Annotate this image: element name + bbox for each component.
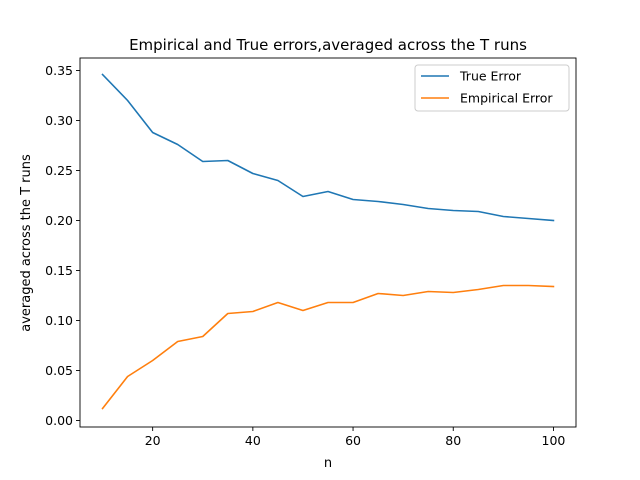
- y-tick-label: 0.05: [45, 363, 73, 378]
- y-tick-label: 0.35: [45, 63, 73, 78]
- x-tick-label: 80: [445, 433, 461, 448]
- x-axis-label: n: [324, 456, 332, 471]
- y-tick-label: 0.10: [45, 313, 73, 328]
- legend-box: [414, 64, 570, 112]
- x-tick-label: 40: [245, 433, 261, 448]
- legend: True Error Empirical Error: [414, 64, 570, 112]
- x-tick-label: 100: [542, 433, 566, 448]
- plot-area: 20 40 60 80 100 0.00 0.05 0.10 0.15 0.20 0.25 0.30 0…: [45, 57, 577, 448]
- legend-label-0: True Error: [459, 69, 522, 84]
- x-tick-label: 60: [345, 433, 361, 448]
- chart-title: Empirical and True errors,averaged acros…: [129, 36, 527, 54]
- legend-label-1: Empirical Error: [460, 91, 553, 106]
- x-tick-label: 20: [145, 433, 161, 448]
- series-line-0: [101, 73, 555, 222]
- y-tick-label: 0.00: [45, 413, 73, 428]
- y-tick-label: 0.30: [45, 113, 73, 128]
- y-tick-label: 0.15: [45, 263, 73, 278]
- series-line-1: [101, 284, 555, 410]
- y-axis-label: averaged across the T runs: [19, 154, 34, 332]
- y-tick-label: 0.20: [45, 213, 73, 228]
- axes-frame: [79, 57, 577, 428]
- y-tick-label: 0.25: [45, 163, 73, 178]
